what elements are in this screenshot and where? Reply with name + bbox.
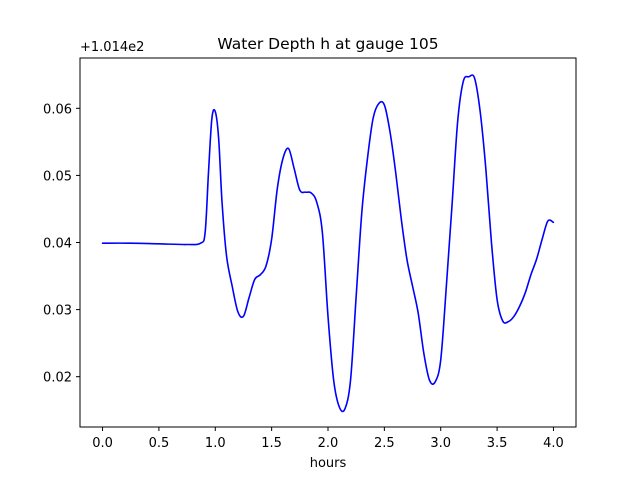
x-tick-label: 4.0 [543,436,564,451]
y-tick-label: 0.04 [43,237,72,252]
x-tick-label: 1.5 [261,436,282,451]
x-tick-label: 0.0 [92,436,113,451]
x-tick-label: 2.0 [318,436,339,451]
x-axis-label: hours [310,456,347,471]
y-tick-label: 0.06 [43,102,72,117]
plot-frame [79,57,577,428]
y-tick-label: 0.03 [43,304,72,319]
y-axis: 0.02 0.03 0.04 0.05 0.06 [43,102,80,386]
series-line [101,74,555,413]
chart-title: Water Depth h at gauge 105 [217,35,438,53]
y-tick-label: 0.05 [43,169,72,184]
plot-area [101,74,555,413]
y-tick-label: 0.02 [43,371,72,386]
x-tick-label: 1.0 [205,436,226,451]
y-offset-label: +1.014e2 [80,40,144,55]
x-tick-label: 0.5 [149,436,170,451]
x-tick-label: 2.5 [374,436,395,451]
x-tick-label: 3.0 [430,436,451,451]
x-axis: 0.0 0.5 1.0 1.5 2.0 2.5 3.0 3.5 4.0 [92,427,564,451]
x-tick-label: 3.5 [487,436,508,451]
